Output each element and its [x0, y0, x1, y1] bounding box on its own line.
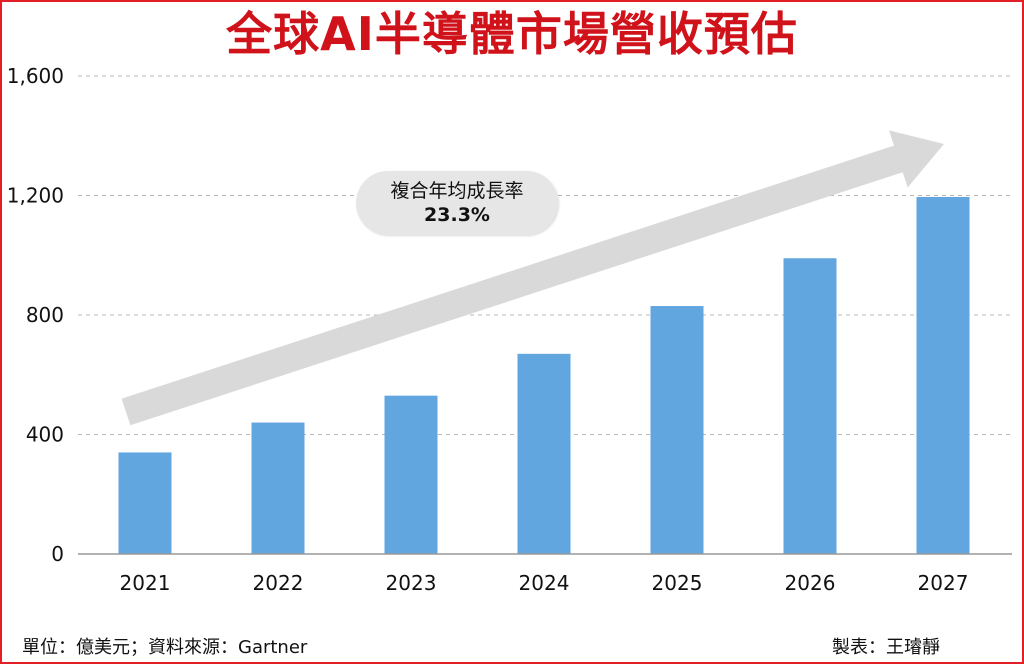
- y-tick-label: 1,600: [7, 64, 64, 88]
- x-tick-label: 2025: [652, 571, 703, 595]
- y-tick-label: 1,200: [7, 184, 64, 208]
- cagr-label: 複合年均成長率: [390, 180, 524, 202]
- bar-2022: [251, 422, 305, 554]
- growth-arrow: [121, 130, 945, 426]
- x-tick-label: 2027: [918, 571, 969, 595]
- y-tick-label: 0: [51, 542, 64, 566]
- bar-2025: [650, 306, 704, 554]
- y-tick-labels: 0 400 800 1,200 1,600: [7, 64, 64, 566]
- chart-title: 全球AI半導體市場營收預估: [226, 7, 798, 61]
- x-tick-label: 2022: [253, 571, 304, 595]
- x-tick-label: 2021: [120, 571, 171, 595]
- bars: [118, 196, 970, 554]
- bar-2027: [916, 196, 970, 554]
- cagr-value: 23.3%: [424, 204, 490, 226]
- bar-2023: [384, 395, 438, 554]
- x-tick-label: 2026: [785, 571, 836, 595]
- y-tick-label: 400: [26, 423, 64, 447]
- y-tick-label: 800: [26, 303, 64, 327]
- bar-2024: [517, 353, 571, 554]
- cagr-annotation: 複合年均成長率 23.3%: [356, 171, 558, 235]
- source-note: 單位：億美元；資料來源：Gartner: [22, 637, 308, 658]
- author-note: 製表：王璿靜: [832, 637, 940, 658]
- x-tick-label: 2023: [386, 571, 437, 595]
- growth-arrow-icon: [121, 130, 945, 426]
- bar-2026: [783, 258, 837, 554]
- x-tick-labels: 2021 2022 2023 2024 2025 2026 2027: [120, 571, 969, 595]
- x-tick-label: 2024: [519, 571, 570, 595]
- bar-2021: [118, 452, 172, 554]
